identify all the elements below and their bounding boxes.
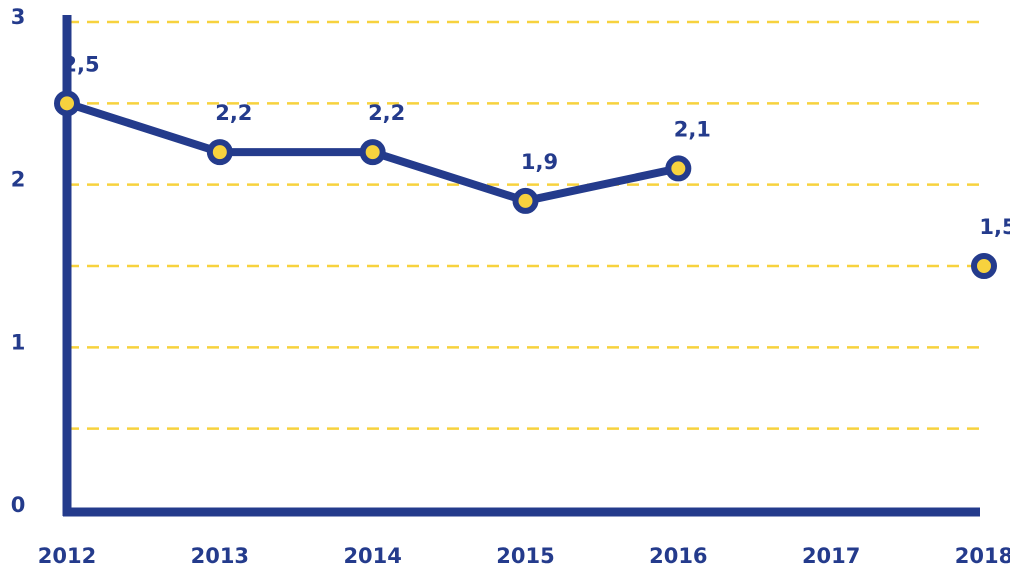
data-label: 2,2 [368, 101, 405, 125]
line [67, 103, 984, 266]
x-tick-label: 2015 [496, 544, 554, 568]
data-label: 1,9 [521, 150, 558, 174]
y-tick-label: 2 [11, 168, 26, 192]
marker [206, 139, 233, 166]
marker [359, 139, 386, 166]
marker [971, 253, 997, 279]
marker [665, 155, 692, 182]
data-label: 2,1 [674, 117, 711, 141]
y-tick-label: 3 [11, 5, 26, 29]
y-tick-label: 1 [11, 330, 26, 354]
x-tick-label: 2014 [343, 544, 401, 568]
data-label: 2,2 [215, 101, 252, 125]
x-tick-label: 2017 [802, 544, 860, 568]
marker [54, 90, 80, 117]
x-tick-label: 2013 [191, 544, 249, 568]
data-label: 2,5 [62, 52, 99, 76]
data-label: 1,5 [979, 215, 1010, 239]
x-tick-label: 2018 [955, 544, 1010, 568]
x-tick-label: 2016 [649, 544, 707, 568]
marker [512, 187, 539, 214]
y-tick-label: 0 [11, 493, 26, 517]
x-tick-label: 2012 [38, 544, 96, 568]
